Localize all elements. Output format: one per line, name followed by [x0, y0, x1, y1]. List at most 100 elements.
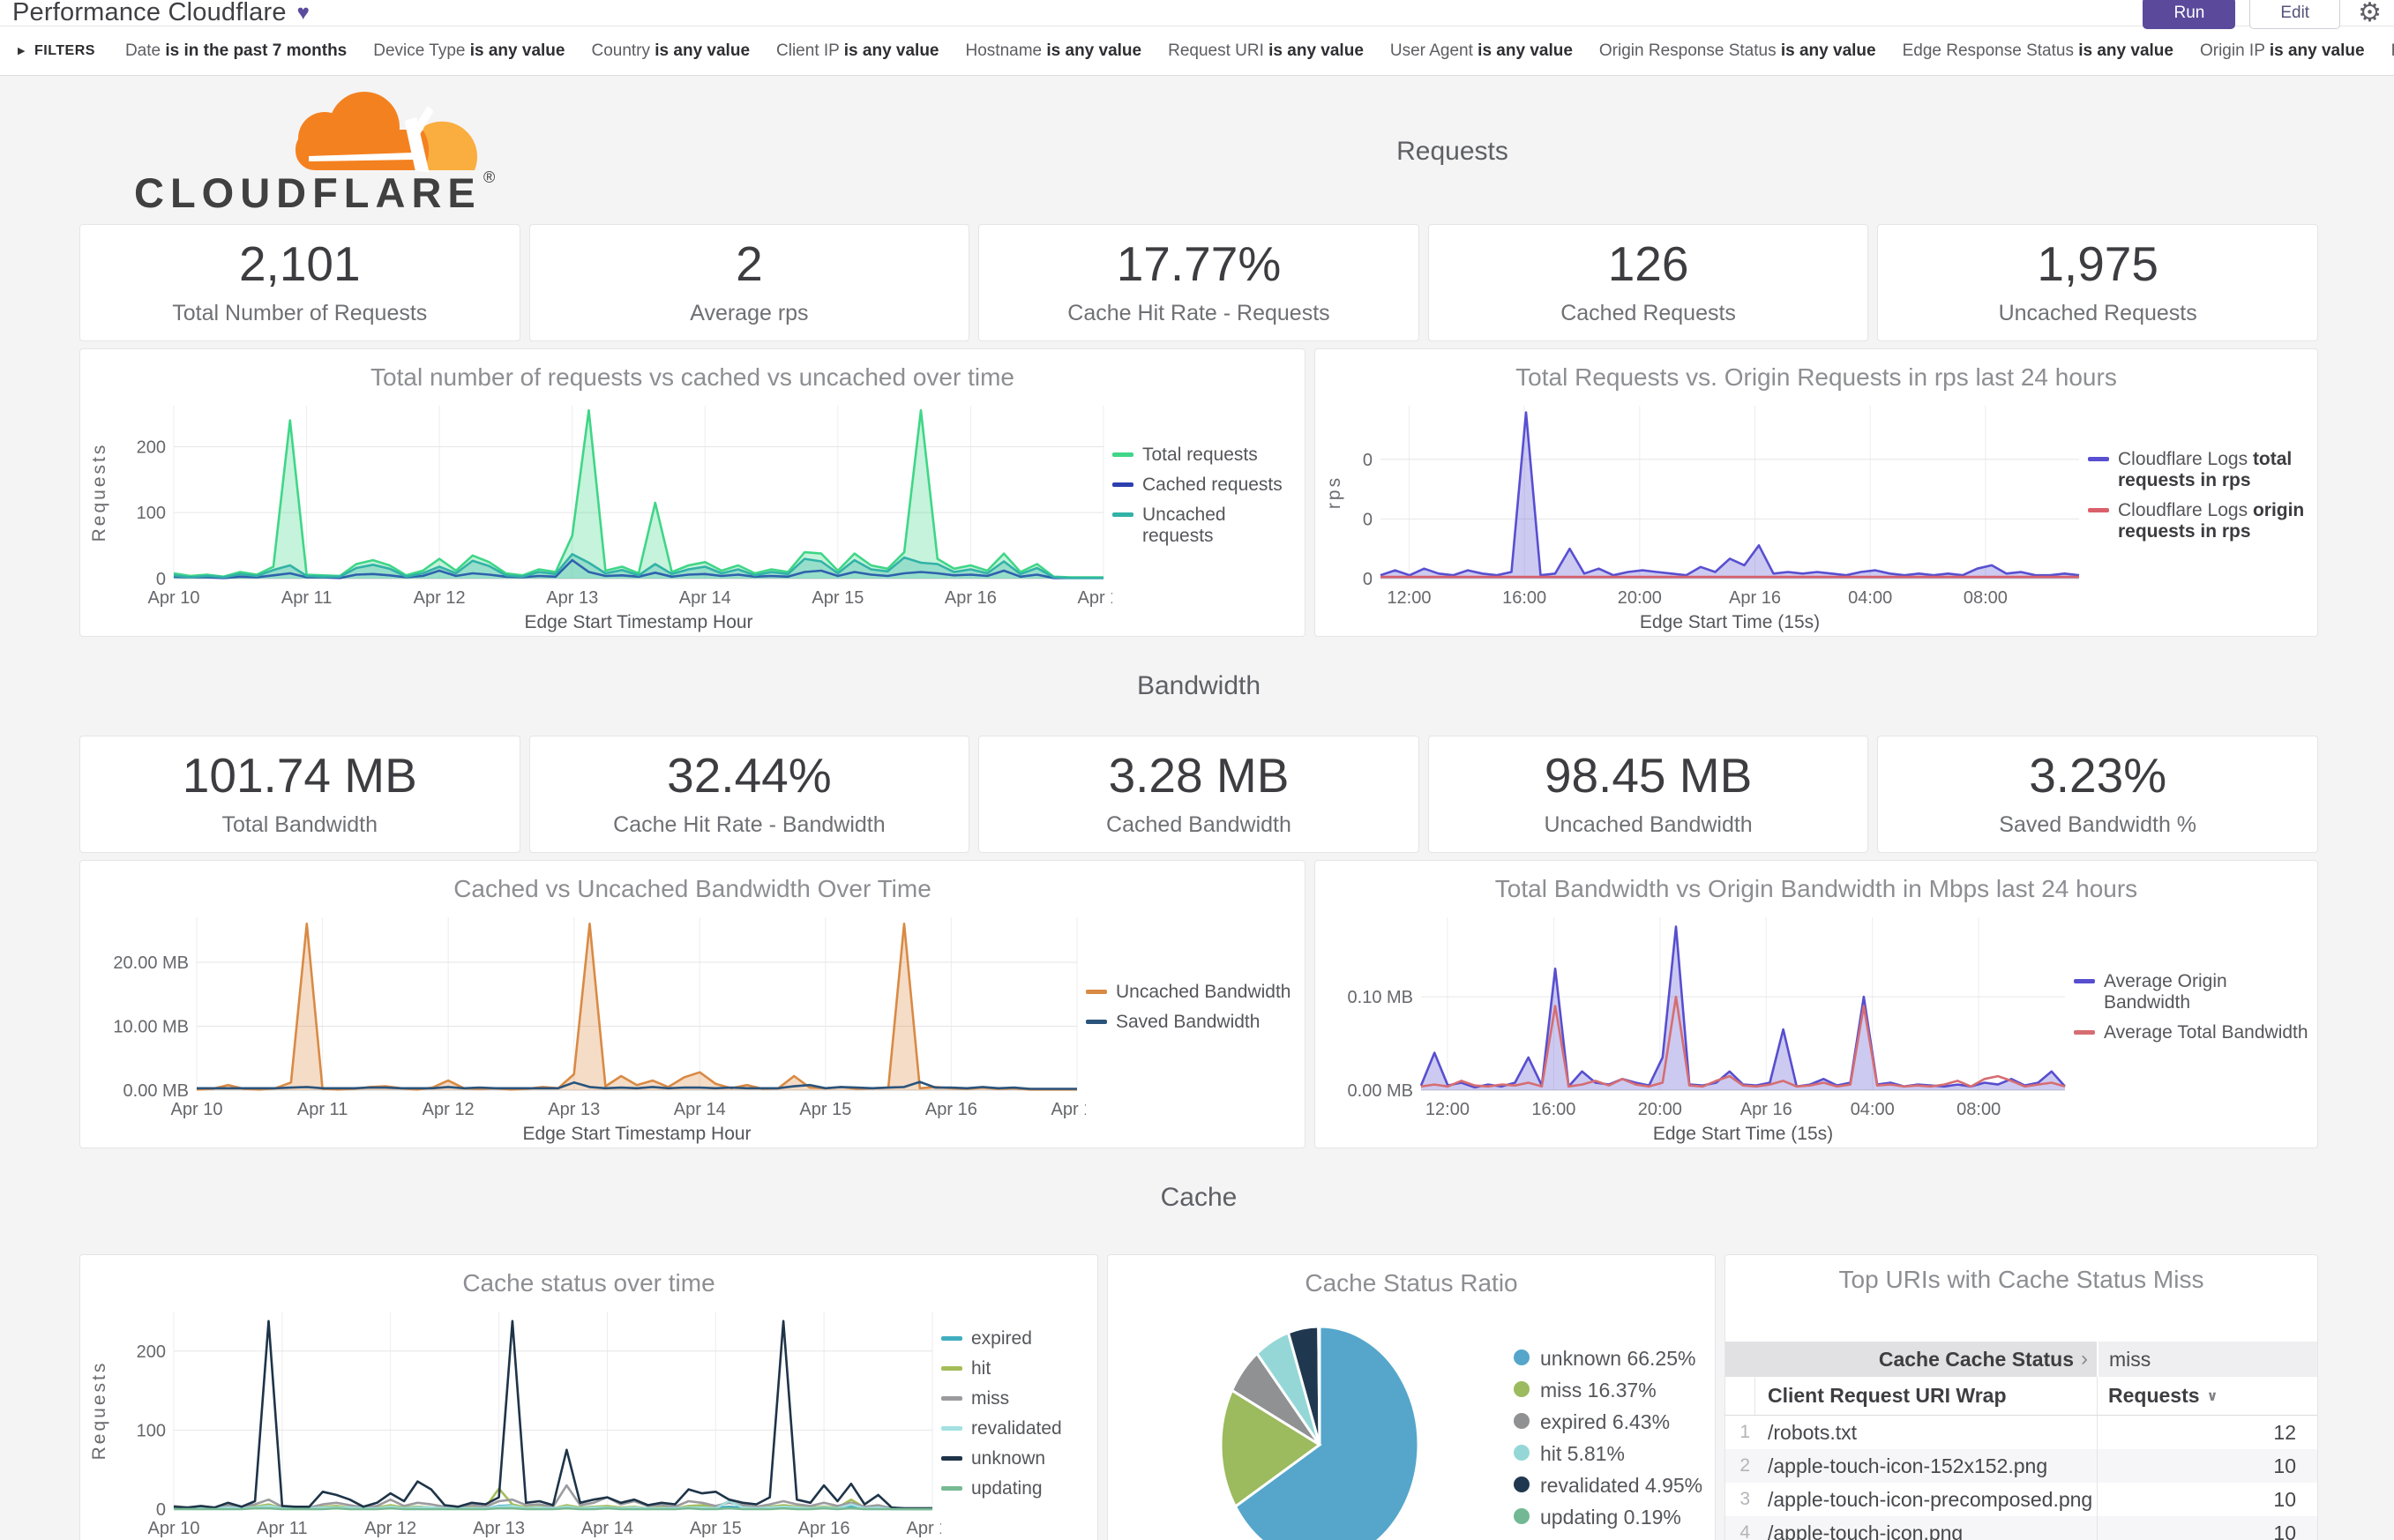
filter-item-country[interactable]: Country is any value	[591, 41, 751, 60]
table-row[interactable]: 2/apple-touch-icon-152x152.png 10	[1725, 1449, 2317, 1483]
kpi-tile-cached-requests: 126 Cached Requests	[1427, 224, 1869, 341]
legend-label: Average Origin Bandwidth	[2104, 970, 2227, 1013]
legend-swatch	[941, 1365, 962, 1371]
svg-text:Apr 12: Apr 12	[423, 1100, 475, 1119]
svg-text:20.00 MB: 20.00 MB	[113, 953, 189, 973]
svg-text:Requests: Requests	[89, 1361, 109, 1461]
kpi-label: Total Bandwidth	[221, 811, 378, 837]
gear-icon[interactable]: ⚙	[2358, 0, 2382, 27]
legend-item-total-requests[interactable]: Total requests	[1112, 445, 1296, 466]
cache-status-chart: Apr 10 Apr 11 Apr 12 Apr 13 Apr 14 Apr 15 Apr …	[89, 1299, 958, 1540]
legend-item-average-total-bandwidth[interactable]: Average Total Bandwidth	[2074, 1022, 2308, 1043]
filter-item-rayid[interactable]: RayID is any valu...	[2391, 41, 2394, 60]
svg-text:Requests: Requests	[89, 443, 109, 542]
pie-legend-item-expired[interactable]: expired 6.43%	[1514, 1410, 1702, 1434]
filter-item-date[interactable]: Date is in the past 7 months	[124, 41, 348, 60]
svg-text:Apr 17: Apr 17	[1051, 1100, 1086, 1119]
legend-item-unknown[interactable]: unknown	[941, 1448, 1082, 1469]
legend-item-uncached-requests[interactable]: Uncached requests	[1112, 505, 1296, 547]
filter-item-origin-ip[interactable]: Origin IP is any value	[2199, 41, 2365, 60]
row-number: 4	[1739, 1522, 1750, 1540]
pivot-header[interactable]: Cache Cache Status ›	[1725, 1342, 2097, 1377]
svg-text:Apr 16: Apr 16	[1729, 588, 1781, 608]
table-row[interactable]: 1/robots.txt 12	[1725, 1416, 2317, 1449]
legend-item-uncached-bandwidth[interactable]: Uncached Bandwidth	[1086, 982, 1296, 1003]
svg-text:0: 0	[1363, 451, 1373, 470]
column-header-requests[interactable]: Requests ∨	[2098, 1377, 2317, 1415]
uri-cell[interactable]: /apple-touch-icon-precomposed.png	[1755, 1483, 2098, 1516]
legend-item-saved-bandwidth[interactable]: Saved Bandwidth	[1086, 1012, 1296, 1033]
legend-label: Cloudflare Logs origin requests in rps	[2118, 499, 2305, 542]
svg-text:0: 0	[1363, 570, 1373, 589]
legend-label: Uncached requests	[1142, 504, 1226, 546]
legend-item-expired[interactable]: expired	[941, 1328, 1082, 1349]
kpi-value: 1,975	[2037, 236, 2158, 292]
chart-legend: Total requests Cached requests Uncached re…	[1112, 445, 1296, 587]
bandwidth-24h-chart: 12:00 16:00 20:00 Apr 16 04:00 08:00 0.00 MB 0.…	[1324, 905, 2074, 1148]
pie-legend-item-revalidated[interactable]: revalidated 4.95%	[1514, 1474, 1702, 1498]
requests-cell[interactable]: 10	[2273, 1454, 2296, 1477]
legend-swatch	[1514, 1349, 1530, 1365]
legend-item-cloudflare-logs-total-requests-in-rps[interactable]: Cloudflare Logs total requests in rps	[2088, 449, 2308, 491]
tile-rps-24h: Total Requests vs. Origin Requests in rp…	[1314, 348, 2318, 637]
kpi-tile-uncached-requests: 1,975 Uncached Requests	[1877, 224, 2318, 341]
chart-title: Cached vs Uncached Bandwidth Over Time	[453, 875, 931, 902]
legend-label: expired	[971, 1327, 1032, 1349]
filter-item-edge-response-status[interactable]: Edge Response Status is any value	[1902, 41, 2173, 60]
uri-cell[interactable]: /robots.txt	[1755, 1416, 2098, 1449]
legend-label: Average Total Bandwidth	[2104, 1021, 2308, 1043]
run-button[interactable]: Run	[2143, 0, 2236, 29]
svg-text:Apr 15: Apr 15	[812, 588, 864, 608]
pie-legend-item-unknown[interactable]: unknown 66.25%	[1514, 1347, 1702, 1371]
svg-text:100: 100	[137, 1421, 166, 1440]
filter-item-hostname[interactable]: Hostname is any value	[965, 41, 1142, 60]
svg-text:100: 100	[137, 504, 166, 523]
legend-swatch	[1112, 512, 1133, 517]
svg-text:0.00 MB: 0.00 MB	[123, 1081, 189, 1101]
kpi-label: Cached Bandwidth	[1106, 811, 1291, 837]
filter-item-user-agent[interactable]: User Agent is any value	[1389, 41, 1573, 60]
uri-cell[interactable]: /apple-touch-icon.png	[1755, 1516, 2098, 1540]
legend-item-updating[interactable]: updating	[941, 1478, 1082, 1499]
table-row[interactable]: 3/apple-touch-icon-precomposed.png 10	[1725, 1483, 2317, 1516]
svg-text:Apr 13: Apr 13	[548, 1100, 600, 1119]
uri-cell[interactable]: /apple-touch-icon-152x152.png	[1755, 1449, 2098, 1483]
legend-label: hit	[971, 1357, 991, 1379]
svg-text:Apr 13: Apr 13	[473, 1519, 525, 1538]
pie-legend-item-hit[interactable]: hit 5.81%	[1514, 1442, 1702, 1466]
chart-legend: Average Origin Bandwidth Average Total Ba…	[2074, 971, 2308, 1084]
filters-toggle[interactable]: ▶ FILTERS	[18, 43, 95, 59]
column-header-uri[interactable]: Client Request URI Wrap	[1755, 1377, 2098, 1415]
svg-text:Apr 17: Apr 17	[1078, 588, 1112, 608]
kpi-label: Total Number of Requests	[172, 300, 428, 325]
svg-text:10.00 MB: 10.00 MB	[113, 1017, 189, 1036]
title-bar: Performance Cloudflare ♥ Run Edit ⚙	[0, 0, 2394, 29]
sort-desc-icon: ∨	[2206, 1388, 2218, 1404]
requests-cell[interactable]: 10	[2273, 1487, 2296, 1511]
legend-item-cached-requests[interactable]: Cached requests	[1112, 475, 1296, 496]
kpi-tile-total-number-of-requests: 2,101 Total Number of Requests	[79, 224, 520, 341]
table-row[interactable]: 4/apple-touch-icon.png 10	[1725, 1516, 2317, 1540]
chart-title: Cache Status Ratio	[1305, 1269, 1518, 1297]
requests-cell[interactable]: 10	[2273, 1521, 2296, 1540]
kpi-value: 126	[1607, 236, 1689, 292]
edit-button[interactable]: Edit	[2249, 0, 2341, 29]
legend-item-average-origin-bandwidth[interactable]: Average Origin Bandwidth	[2074, 971, 2308, 1013]
caret-right-icon: ▶	[18, 46, 26, 56]
filter-item-origin-response-status[interactable]: Origin Response Status is any value	[1598, 41, 1876, 60]
pie-legend-item-updating[interactable]: updating 0.19%	[1514, 1506, 1702, 1529]
requests-cell[interactable]: 12	[2273, 1420, 2296, 1444]
legend-label: miss	[971, 1387, 1010, 1409]
kpi-value: 101.74 MB	[182, 748, 417, 804]
pie-legend: unknown 66.25% miss 16.37% expired 6.43% hi…	[1514, 1347, 1702, 1540]
legend-item-revalidated[interactable]: revalidated	[941, 1418, 1082, 1439]
svg-text:20:00: 20:00	[1638, 1100, 1682, 1119]
legend-item-miss[interactable]: miss	[941, 1388, 1082, 1409]
svg-text:12:00: 12:00	[1387, 588, 1431, 608]
legend-item-hit[interactable]: hit	[941, 1358, 1082, 1379]
filter-item-device-type[interactable]: Device Type is any value	[373, 41, 565, 60]
legend-item-cloudflare-logs-origin-requests-in-rps[interactable]: Cloudflare Logs origin requests in rps	[2088, 500, 2308, 542]
filter-item-request-uri[interactable]: Request URI is any value	[1168, 41, 1364, 60]
filter-item-client-ip[interactable]: Client IP is any value	[776, 41, 939, 60]
pie-legend-item-miss[interactable]: miss 16.37%	[1514, 1379, 1702, 1402]
